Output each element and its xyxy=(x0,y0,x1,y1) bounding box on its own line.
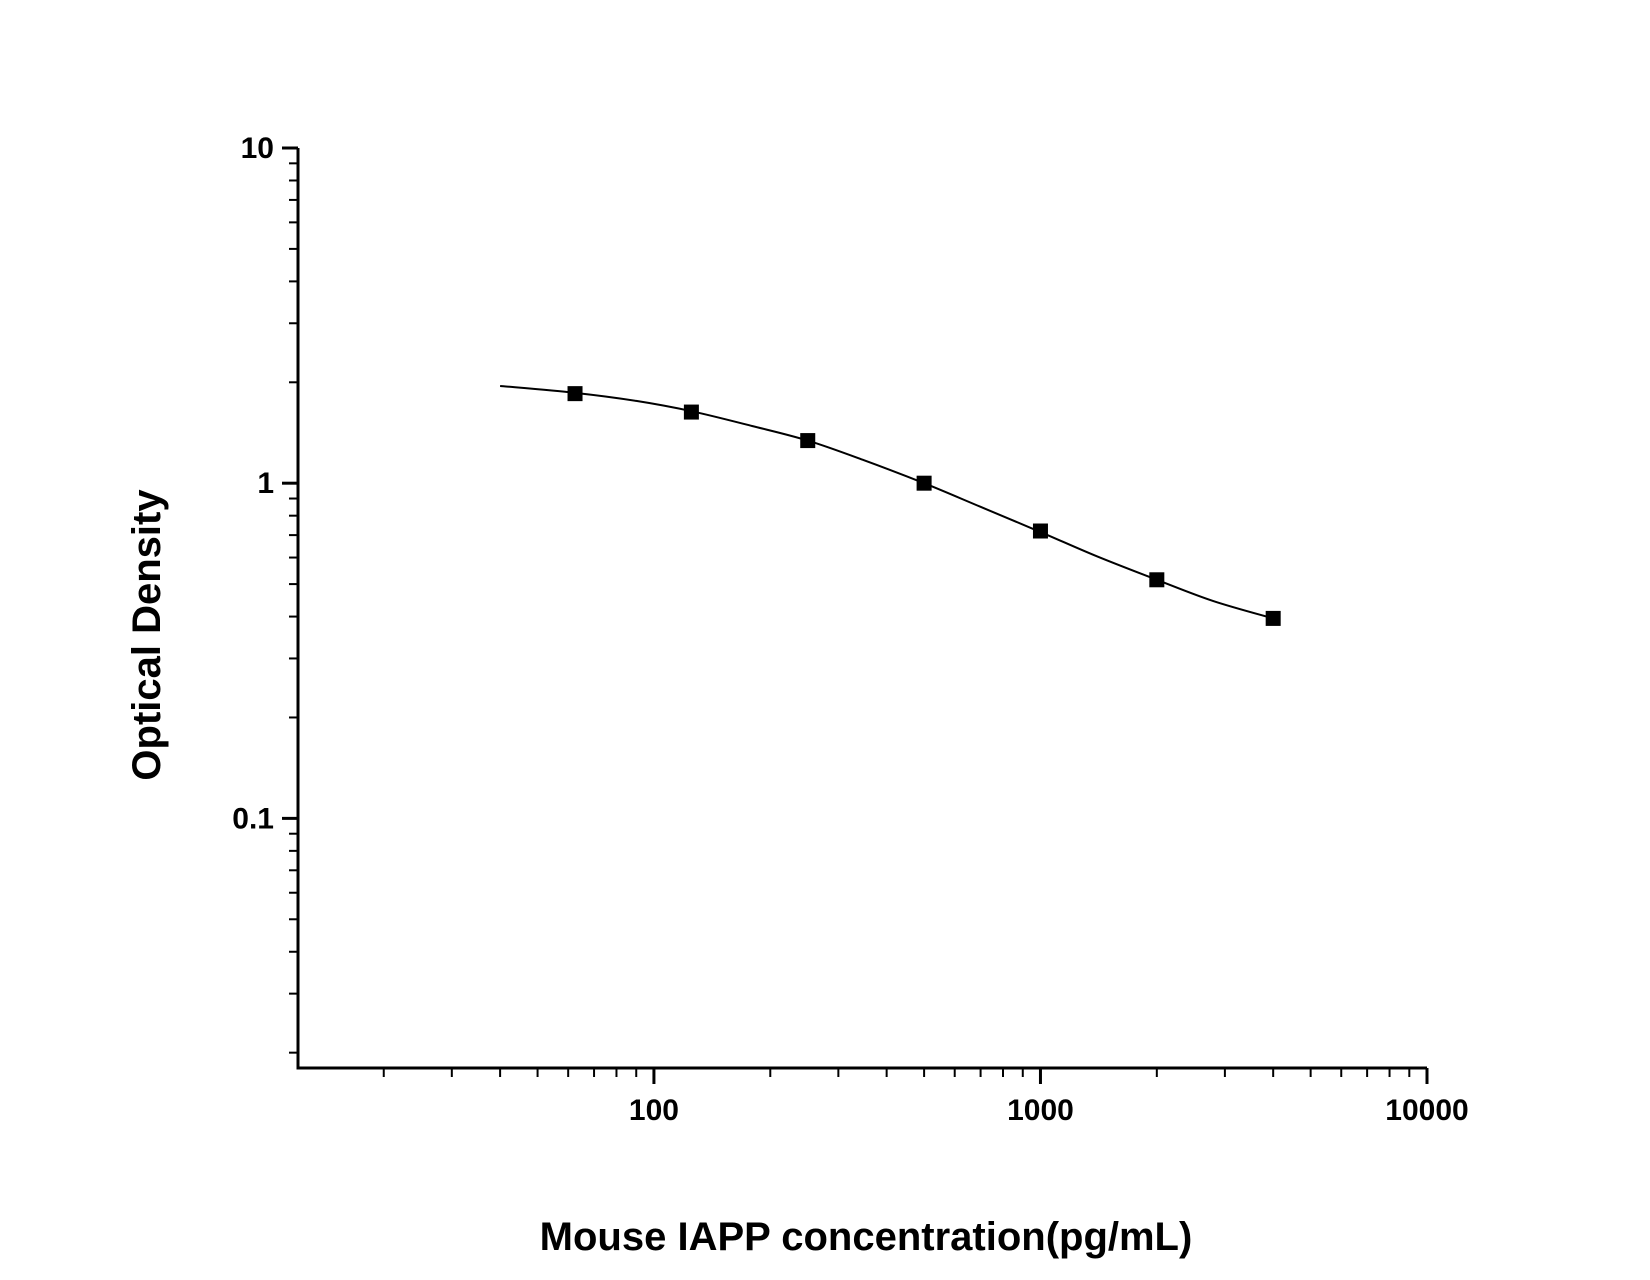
data-point-marker xyxy=(1265,610,1281,626)
data-point-marker xyxy=(800,433,816,449)
y-tick-label: 1 xyxy=(257,467,274,500)
y-tick-label: 10 xyxy=(241,132,274,165)
fit-curve-layer xyxy=(500,384,1274,620)
y-axis-label: Optical Density xyxy=(125,489,169,781)
fit-curve-line xyxy=(500,384,1274,620)
data-point-marker xyxy=(683,404,699,420)
y-tick-label: 0.1 xyxy=(232,802,274,835)
data-point-marker xyxy=(1032,523,1048,539)
data-point-marker xyxy=(1149,572,1165,588)
x-tick-label: 1000 xyxy=(1007,1094,1074,1127)
data-point-marker xyxy=(567,386,583,402)
data-points-layer xyxy=(567,386,1281,626)
x-tick-label: 100 xyxy=(629,1094,679,1127)
axes: 100 1000 10000 10 1 0.1 xyxy=(232,132,1468,1127)
x-tick-label: 10000 xyxy=(1385,1094,1468,1127)
data-point-marker xyxy=(916,475,932,491)
x-axis-label: Mouse IAPP concentration(pg/mL) xyxy=(540,1215,1193,1259)
